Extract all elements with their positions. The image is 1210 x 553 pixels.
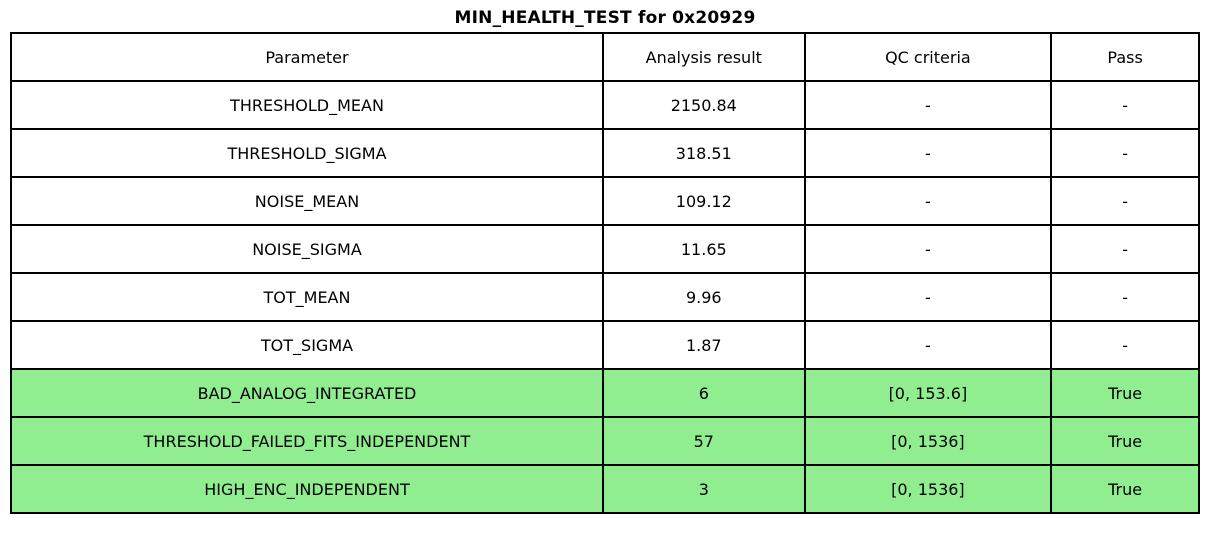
cell-analysis-result: 9.96	[601, 272, 806, 322]
col-header-qc-criteria: QC criteria	[803, 32, 1053, 82]
cell-parameter: THRESHOLD_SIGMA	[10, 128, 604, 178]
cell-parameter: HIGH_ENC_INDEPENDENT	[10, 464, 604, 514]
cell-pass: -	[1050, 224, 1200, 274]
cell-qc-criteria: -	[803, 320, 1053, 370]
table-row: NOISE_MEAN 109.12- -	[10, 176, 1200, 226]
table-row: THRESHOLD_MEAN 2150.84- -	[10, 80, 1200, 130]
table-row: TOT_MEAN 9.96- -	[10, 272, 1200, 322]
cell-qc-criteria: -	[803, 272, 1053, 322]
cell-qc-criteria: -	[803, 128, 1053, 178]
header-row: Parameter Analysis result QC criteria Pa…	[10, 32, 1200, 82]
cell-parameter: THRESHOLD_MEAN	[10, 80, 604, 130]
cell-parameter: BAD_ANALOG_INTEGRATED	[10, 368, 604, 418]
cell-pass: -	[1050, 176, 1200, 226]
cell-qc-criteria: -	[803, 176, 1053, 226]
cell-pass: -	[1050, 80, 1200, 130]
cell-analysis-result: 2150.84	[601, 80, 806, 130]
cell-qc-criteria: -	[803, 224, 1053, 274]
cell-analysis-result: 11.65	[601, 224, 806, 274]
cell-qc-criteria: [0, 1536]	[803, 416, 1053, 466]
col-header-parameter: Parameter	[10, 32, 604, 82]
table-row: HIGH_ENC_INDEPENDENT 3 [0, 1536] True	[10, 464, 1200, 514]
results-table: Parameter Analysis result QC criteria Pa…	[10, 32, 1200, 514]
table-row: THRESHOLD_SIGMA 318.51- -	[10, 128, 1200, 178]
cell-pass: -	[1050, 128, 1200, 178]
table-body: THRESHOLD_MEAN 2150.84- - THRESHOLD_SIGMA 31…	[10, 80, 1200, 514]
page-title: MIN_HEALTH_TEST for 0x20929	[454, 8, 756, 28]
table-row: NOISE_SIGMA 11.65- -	[10, 224, 1200, 274]
cell-analysis-result: 57	[601, 416, 806, 466]
cell-analysis-result: 3	[601, 464, 806, 514]
table-row: TOT_SIGMA 1.87- -	[10, 320, 1200, 370]
col-header-analysis-result: Analysis result	[601, 32, 806, 82]
cell-qc-criteria: -	[803, 80, 1053, 130]
cell-parameter: NOISE_SIGMA	[10, 224, 604, 274]
cell-analysis-result: 318.51	[601, 128, 806, 178]
cell-pass: True	[1050, 416, 1200, 466]
cell-qc-criteria: [0, 1536]	[803, 464, 1053, 514]
cell-pass: True	[1050, 464, 1200, 514]
cell-analysis-result: 1.87	[601, 320, 806, 370]
table-row: BAD_ANALOG_INTEGRATED 6 [0, 153.6] True	[10, 368, 1200, 418]
cell-parameter: THRESHOLD_FAILED_FITS_INDEPENDENT	[10, 416, 604, 466]
cell-pass: -	[1050, 320, 1200, 370]
cell-parameter: TOT_SIGMA	[10, 320, 604, 370]
col-header-pass: Pass	[1050, 32, 1200, 82]
cell-parameter: TOT_MEAN	[10, 272, 604, 322]
cell-pass: True	[1050, 368, 1200, 418]
cell-parameter: NOISE_MEAN	[10, 176, 604, 226]
table-row: THRESHOLD_FAILED_FITS_INDEPENDENT 57 [0, 1…	[10, 416, 1200, 466]
cell-analysis-result: 6	[601, 368, 806, 418]
cell-qc-criteria: [0, 153.6]	[803, 368, 1053, 418]
cell-pass: -	[1050, 272, 1200, 322]
cell-analysis-result: 109.12	[601, 176, 806, 226]
